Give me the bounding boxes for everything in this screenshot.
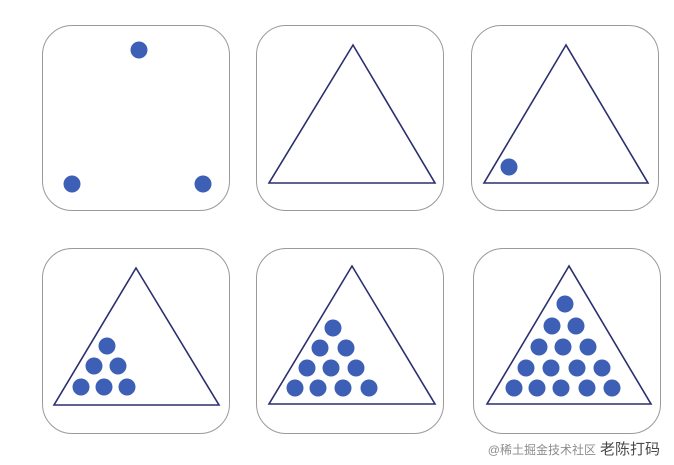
dot	[542, 359, 560, 377]
card-6	[473, 248, 661, 434]
watermark: @稀土掘金技术社区 老陈打码	[488, 438, 660, 459]
dot	[298, 359, 316, 377]
dot	[322, 359, 340, 377]
card-4-drawing	[52, 266, 221, 406]
card-1-drawing	[63, 41, 212, 193]
dot	[63, 175, 81, 193]
card-4	[42, 248, 230, 434]
dot	[309, 379, 327, 397]
dot	[109, 357, 127, 375]
dot	[118, 378, 136, 396]
card-2	[256, 25, 444, 211]
dot	[72, 378, 90, 396]
dot	[324, 319, 342, 337]
dot	[517, 359, 535, 377]
triangle-outline	[482, 43, 650, 184]
dot	[334, 379, 352, 397]
triangle-outline	[267, 43, 437, 184]
card-5-drawing	[267, 264, 437, 405]
dot	[579, 338, 597, 356]
dot	[95, 378, 113, 396]
dot	[530, 338, 548, 356]
dot	[556, 295, 574, 313]
card-1	[42, 25, 230, 211]
dot	[578, 379, 596, 397]
dot	[500, 158, 518, 176]
card-2-drawing	[267, 43, 437, 184]
dot	[337, 339, 355, 357]
dot	[552, 379, 570, 397]
card-3	[471, 25, 659, 211]
triangle-outline	[267, 264, 437, 405]
dot	[286, 379, 304, 397]
watermark-secondary: 老陈打码	[599, 441, 660, 458]
dot	[347, 359, 365, 377]
dot	[567, 317, 585, 335]
dot	[593, 359, 611, 377]
dot	[505, 379, 523, 397]
dot	[98, 337, 116, 355]
card-3-drawing	[482, 43, 650, 184]
triangle-outline	[52, 266, 221, 406]
dot	[543, 317, 561, 335]
dot	[360, 379, 378, 397]
card-5	[256, 248, 444, 434]
dot	[528, 379, 546, 397]
dot	[130, 41, 148, 59]
dot	[194, 175, 212, 193]
dot	[85, 357, 103, 375]
triangle-outline	[485, 264, 653, 405]
dot	[554, 338, 572, 356]
dot	[568, 359, 586, 377]
dot	[603, 379, 621, 397]
watermark-primary: @稀土掘金技术社区	[487, 443, 596, 457]
dot	[311, 339, 329, 357]
card-6-drawing	[485, 264, 653, 405]
